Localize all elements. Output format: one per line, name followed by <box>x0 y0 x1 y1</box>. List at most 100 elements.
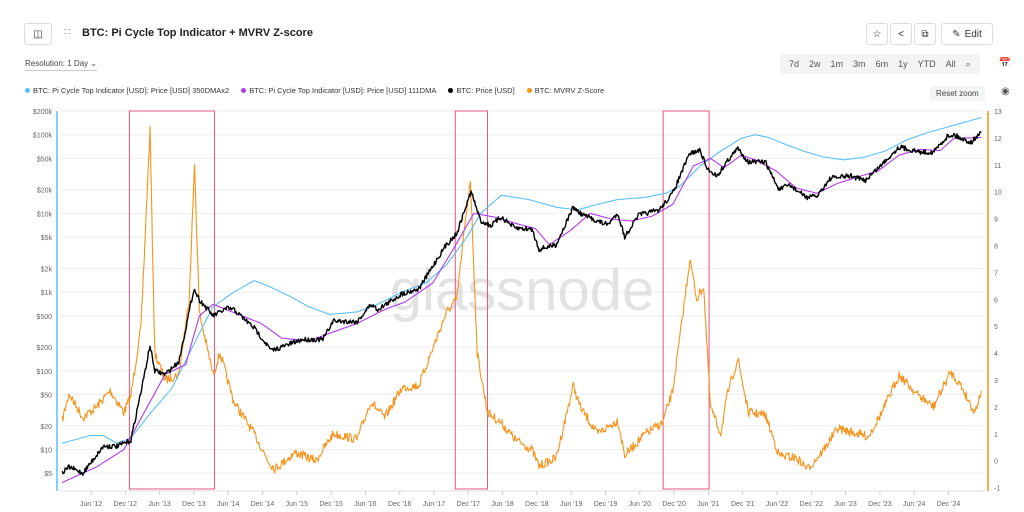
y-left-tick-label: $100 <box>36 369 52 376</box>
x-tick-label: Dec '18 <box>525 501 549 508</box>
y-left-tick-label: $50k <box>37 156 53 163</box>
y-left-tick-label: $10k <box>37 211 53 218</box>
x-tick-label: Dec '12 <box>114 501 138 508</box>
y-left-tick-label: $10 <box>40 447 52 454</box>
x-tick-label: Dec '23 <box>868 501 892 508</box>
x-tick-label: Dec '15 <box>319 501 343 508</box>
x-tick-label: Dec '13 <box>182 501 206 508</box>
resolution-select[interactable]: Resolution: 1 Day ⌄ <box>25 59 98 71</box>
range-7d[interactable]: 7d <box>789 59 800 69</box>
x-tick-label: Dec '20 <box>662 501 686 508</box>
sidebar-toggle-button[interactable]: ◫ <box>24 23 52 45</box>
series-line-btc-price <box>61 131 982 476</box>
share-icon: < <box>898 28 904 40</box>
y-right-tick-label: 0 <box>994 459 998 466</box>
y-right-tick-label: 3 <box>994 378 998 385</box>
x-tick-label: Dec '21 <box>731 501 755 508</box>
legend-label: BTC: Price [USD] <box>456 86 515 95</box>
chart-legend: BTC: Pi Cycle Top Indicator [USD]: Price… <box>25 86 604 95</box>
range-all[interactable]: All <box>945 59 956 69</box>
legend-dot <box>448 88 454 93</box>
y-right-tick-label: 2 <box>994 405 998 412</box>
x-tick-label: Dec '24 <box>937 501 961 508</box>
edit-button[interactable]: ✎ Edit <box>941 23 993 45</box>
x-tick-label: Dec '22 <box>800 501 824 508</box>
y-right-tick-label: 5 <box>994 324 998 331</box>
glassnode-watermark: glassnode <box>390 258 654 323</box>
cycle-top-highlight <box>662 110 710 490</box>
x-tick-label: Dec '16 <box>388 501 412 508</box>
x-tick-label: Jun '17 <box>423 501 445 508</box>
calendar-icon: 📅 <box>998 57 1012 69</box>
y-left-tick-label: $100k <box>33 133 53 140</box>
x-tick-label: Jun '23 <box>834 501 856 508</box>
y-right-tick-label: 13 <box>994 109 1002 116</box>
zoom-search-icon[interactable]: ⌕ <box>965 58 971 69</box>
legend-label: BTC: Pi Cycle Top Indicator [USD]: Price… <box>249 86 437 95</box>
y-left-tick-label: $5k <box>41 235 53 242</box>
series-line-pi-111dma <box>61 136 982 484</box>
range-2w[interactable]: 2w <box>809 59 821 69</box>
series-line-mvrv-zscore <box>61 125 982 474</box>
legend-item[interactable]: BTC: Pi Cycle Top Indicator [USD]: Price… <box>241 86 436 95</box>
resolution-label: Resolution: 1 Day <box>25 59 89 68</box>
range-1y[interactable]: 1y <box>898 59 908 69</box>
y-left-tick-label: $200 <box>36 345 52 352</box>
range-6m[interactable]: 6m <box>875 59 889 69</box>
x-tick-label: Jun '15 <box>286 501 308 508</box>
y-left-tick-label: $20 <box>40 424 52 431</box>
y-right-tick-label: 6 <box>994 297 998 304</box>
y-right-tick-label: 4 <box>994 351 998 358</box>
edit-label: Edit <box>964 28 982 40</box>
y-right-tick-label: 9 <box>994 217 998 224</box>
calendar-button[interactable]: 📅 <box>994 52 1016 74</box>
camera-icon[interactable]: ◉ <box>1001 86 1010 97</box>
legend-item[interactable]: BTC: Pi Cycle Top Indicator [USD]: Price… <box>25 86 229 95</box>
x-tick-label: Dec '14 <box>251 501 275 508</box>
range-3m[interactable]: 3m <box>853 59 866 69</box>
y-right-tick-label: -1 <box>994 486 1000 493</box>
reset-zoom-button[interactable]: Reset zoom <box>930 86 985 101</box>
star-icon: ☆ <box>872 28 882 40</box>
share-button[interactable]: < <box>890 23 912 45</box>
x-tick-label: Jun '21 <box>697 501 719 508</box>
x-tick-label: Dec '19 <box>594 501 618 508</box>
x-tick-label: Dec '17 <box>457 501 481 508</box>
range-selector: 7d 2w 1m 3m 6m 1y YTD All ⌕ <box>780 54 980 74</box>
y-left-tick-label: $20k <box>37 188 53 195</box>
x-tick-label: Jun '19 <box>560 501 582 508</box>
legend-item[interactable]: BTC: Price [USD] <box>448 86 515 95</box>
range-ytd[interactable]: YTD <box>917 59 936 69</box>
copy-icon: ⧉ <box>921 28 929 40</box>
legend-label: BTC: Pi Cycle Top Indicator [USD]: Price… <box>33 86 230 95</box>
y-left-tick-label: $5 <box>44 471 52 478</box>
y-right-tick-label: 10 <box>994 190 1002 197</box>
y-left-tick-label: $2k <box>41 266 53 273</box>
y-right-tick-label: 11 <box>994 163 1001 170</box>
x-tick-label: Jun '13 <box>148 501 170 508</box>
star-button[interactable]: ☆ <box>866 23 888 45</box>
sidebar-toggle-icon: ◫ <box>33 28 43 40</box>
legend-dot <box>241 88 247 93</box>
y-left-tick-label: $200k <box>33 109 53 116</box>
range-1m[interactable]: 1m <box>830 59 844 69</box>
x-tick-label: Jun '20 <box>629 501 651 508</box>
x-tick-label: Jun '16 <box>354 501 376 508</box>
y-right-tick-label: 12 <box>994 136 1002 143</box>
y-right-tick-label: 8 <box>994 244 998 251</box>
legend-dot <box>526 88 532 93</box>
pencil-icon: ✎ <box>952 28 961 40</box>
y-right-tick-label: 7 <box>994 270 998 277</box>
copy-button[interactable]: ⧉ <box>914 23 936 45</box>
cycle-top-highlight <box>128 110 215 490</box>
y-right-tick-label: 1 <box>994 432 998 439</box>
x-tick-label: Jun '12 <box>80 501 102 508</box>
legend-label: BTC: MVRV Z-Score <box>534 86 605 95</box>
y-left-tick-label: $50 <box>40 392 52 399</box>
y-left-tick-label: $500 <box>36 314 52 321</box>
x-tick-label: Jun '24 <box>903 501 925 508</box>
drag-handle-icon: ∷ <box>64 27 71 38</box>
x-tick-label: Jun '22 <box>766 501 788 508</box>
legend-dot <box>25 88 30 93</box>
legend-item[interactable]: BTC: MVRV Z-Score <box>526 86 605 95</box>
